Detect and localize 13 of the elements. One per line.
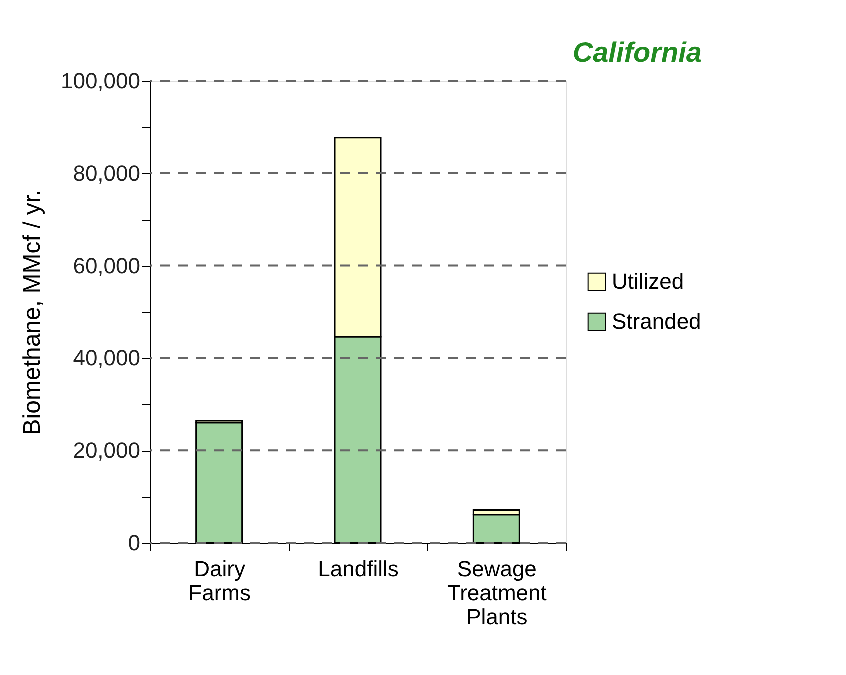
y-axis-title: Biomethane, MMcf / yr. <box>18 190 46 436</box>
x-tick-label: Landfills <box>318 556 399 582</box>
y-tick-label: 40,000 <box>73 346 140 371</box>
x-tick-label: Dairy Farms <box>188 556 251 606</box>
x-tick-label: Sewage Treatment Plants <box>447 556 547 630</box>
text: California <box>572 37 702 68</box>
y-tick-label: 20,000 <box>73 438 140 464</box>
y-tick-label: 80,000 <box>73 160 140 186</box>
legend-label: Utilized <box>612 269 684 294</box>
legend-label: Stranded <box>612 309 702 334</box>
y-tick-label: 60,000 <box>73 253 140 278</box>
y-tick-label: 0 <box>128 530 140 556</box>
y-tick-label: 100,000 <box>60 68 140 94</box>
